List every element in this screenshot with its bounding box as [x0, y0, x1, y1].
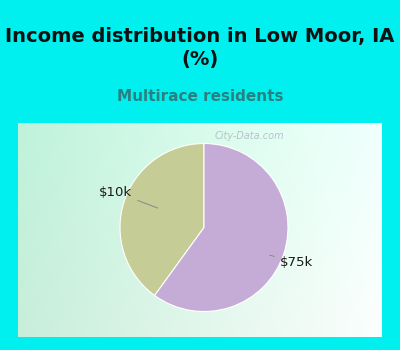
Text: City-Data.com: City-Data.com	[214, 131, 284, 141]
Text: $10k: $10k	[99, 186, 158, 208]
Text: $75k: $75k	[270, 255, 313, 269]
Wedge shape	[155, 144, 288, 312]
Text: Multirace residents: Multirace residents	[117, 89, 283, 104]
Bar	[382, 122, 400, 350]
Bar	[0, 337, 400, 350]
Wedge shape	[120, 144, 204, 295]
Text: Income distribution in Low Moor, IA
(%): Income distribution in Low Moor, IA (%)	[5, 27, 395, 69]
Bar	[0, 122, 18, 350]
